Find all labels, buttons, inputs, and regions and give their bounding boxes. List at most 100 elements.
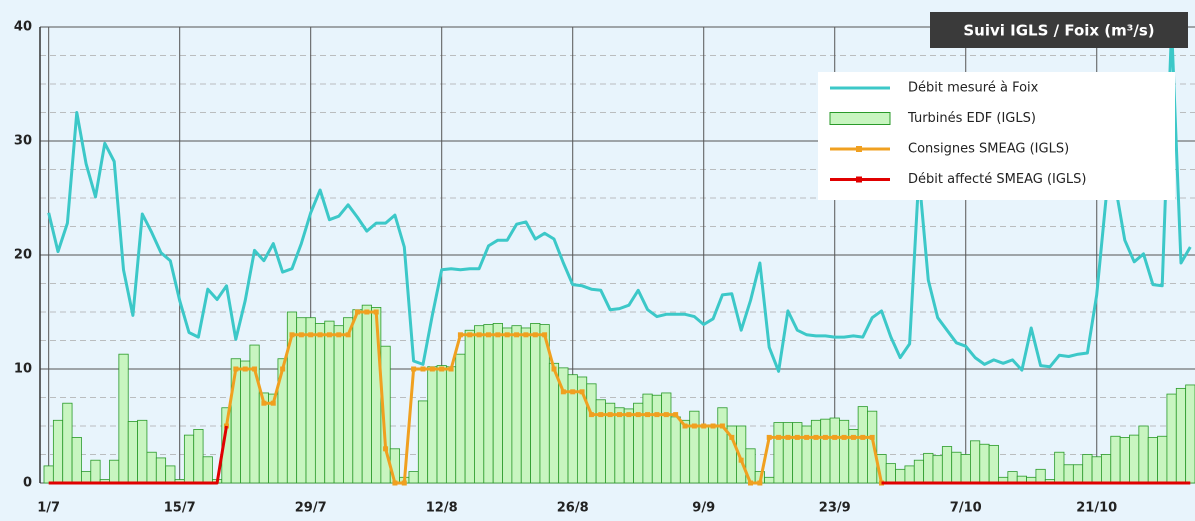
bar bbox=[661, 392, 672, 484]
bar bbox=[1035, 468, 1046, 484]
bar bbox=[137, 419, 148, 484]
bar bbox=[502, 327, 513, 484]
x-tick-label: 26/8 bbox=[557, 501, 589, 516]
bar bbox=[1129, 434, 1140, 484]
marker bbox=[392, 480, 398, 486]
marker bbox=[476, 332, 482, 338]
bar bbox=[483, 324, 494, 484]
bar bbox=[417, 400, 429, 484]
marker bbox=[626, 412, 632, 418]
bar bbox=[970, 440, 981, 484]
bar bbox=[586, 383, 597, 484]
marker bbox=[542, 332, 548, 338]
legend-label: Turbinés EDF (IGLS) bbox=[907, 111, 1036, 126]
marker bbox=[270, 400, 276, 406]
bar bbox=[1157, 435, 1168, 484]
marker bbox=[738, 457, 744, 463]
chart-title: Suivi IGLS / Foix (m³/s) bbox=[963, 22, 1154, 40]
bar bbox=[202, 456, 213, 484]
marker bbox=[701, 423, 707, 429]
marker bbox=[766, 434, 772, 440]
marker bbox=[729, 434, 735, 440]
bar bbox=[707, 424, 719, 484]
bar bbox=[1091, 456, 1102, 484]
marker bbox=[654, 412, 660, 418]
marker bbox=[345, 332, 351, 338]
bar bbox=[670, 416, 681, 484]
marker bbox=[663, 412, 669, 418]
y-tick-label: 0 bbox=[23, 476, 32, 491]
marker bbox=[373, 309, 379, 315]
bar bbox=[1072, 464, 1084, 484]
bar bbox=[1185, 384, 1195, 484]
bar bbox=[90, 459, 101, 484]
bar bbox=[932, 455, 943, 484]
bar bbox=[651, 394, 663, 484]
marker bbox=[523, 332, 529, 338]
y-tick-label: 20 bbox=[14, 248, 32, 263]
bar bbox=[548, 362, 560, 484]
marker bbox=[607, 412, 613, 418]
bar bbox=[343, 317, 354, 484]
y-tick-label: 10 bbox=[14, 362, 32, 377]
legend-label: Consignes SMEAG (IGLS) bbox=[908, 142, 1069, 157]
marker bbox=[485, 332, 491, 338]
bar bbox=[867, 410, 878, 484]
bar bbox=[352, 309, 363, 484]
bar bbox=[52, 419, 64, 484]
marker bbox=[429, 366, 435, 372]
marker bbox=[560, 389, 566, 395]
bar bbox=[474, 325, 485, 484]
marker bbox=[588, 412, 594, 418]
legend-marker bbox=[856, 146, 862, 152]
marker bbox=[776, 434, 782, 440]
bar bbox=[698, 424, 709, 484]
bar bbox=[623, 408, 634, 484]
bar bbox=[305, 317, 316, 484]
marker bbox=[532, 332, 538, 338]
bar bbox=[464, 329, 475, 484]
x-tick-label: 12/8 bbox=[426, 501, 458, 516]
legend: Débit mesuré à Foix Turbinés EDF (IGLS) Co… bbox=[818, 72, 1175, 200]
marker bbox=[551, 366, 557, 372]
bar bbox=[1007, 471, 1018, 484]
bar bbox=[455, 353, 466, 484]
marker bbox=[467, 332, 473, 338]
legend-marker bbox=[856, 176, 862, 183]
bar bbox=[333, 325, 344, 484]
bar bbox=[361, 304, 372, 484]
marker bbox=[354, 309, 360, 315]
bar bbox=[1119, 436, 1130, 484]
marker bbox=[794, 434, 800, 440]
line bbox=[48, 425, 228, 485]
marker bbox=[869, 434, 875, 440]
bar bbox=[43, 465, 54, 484]
bar bbox=[773, 422, 784, 484]
marker bbox=[710, 423, 716, 429]
x-tick-label: 29/7 bbox=[295, 501, 327, 516]
bar bbox=[1101, 454, 1112, 484]
x-tick-label: 9/9 bbox=[692, 501, 715, 516]
marker bbox=[691, 423, 697, 429]
marker bbox=[785, 434, 791, 440]
bar bbox=[810, 419, 822, 484]
bar bbox=[857, 406, 868, 484]
marker bbox=[252, 366, 258, 372]
marker bbox=[457, 332, 463, 338]
bar bbox=[923, 452, 934, 484]
bar bbox=[679, 419, 691, 484]
marker bbox=[317, 332, 323, 338]
bar bbox=[1138, 425, 1149, 484]
marker bbox=[495, 332, 501, 338]
bar bbox=[408, 471, 419, 484]
marker bbox=[326, 332, 332, 338]
bar bbox=[436, 365, 447, 484]
marker bbox=[804, 434, 810, 440]
bar bbox=[829, 417, 840, 484]
x-tick-label: 23/9 bbox=[819, 501, 851, 516]
legend-label: Débit mesuré à Foix bbox=[908, 81, 1039, 96]
marker bbox=[514, 332, 520, 338]
bar bbox=[689, 410, 700, 484]
bar bbox=[155, 457, 167, 484]
